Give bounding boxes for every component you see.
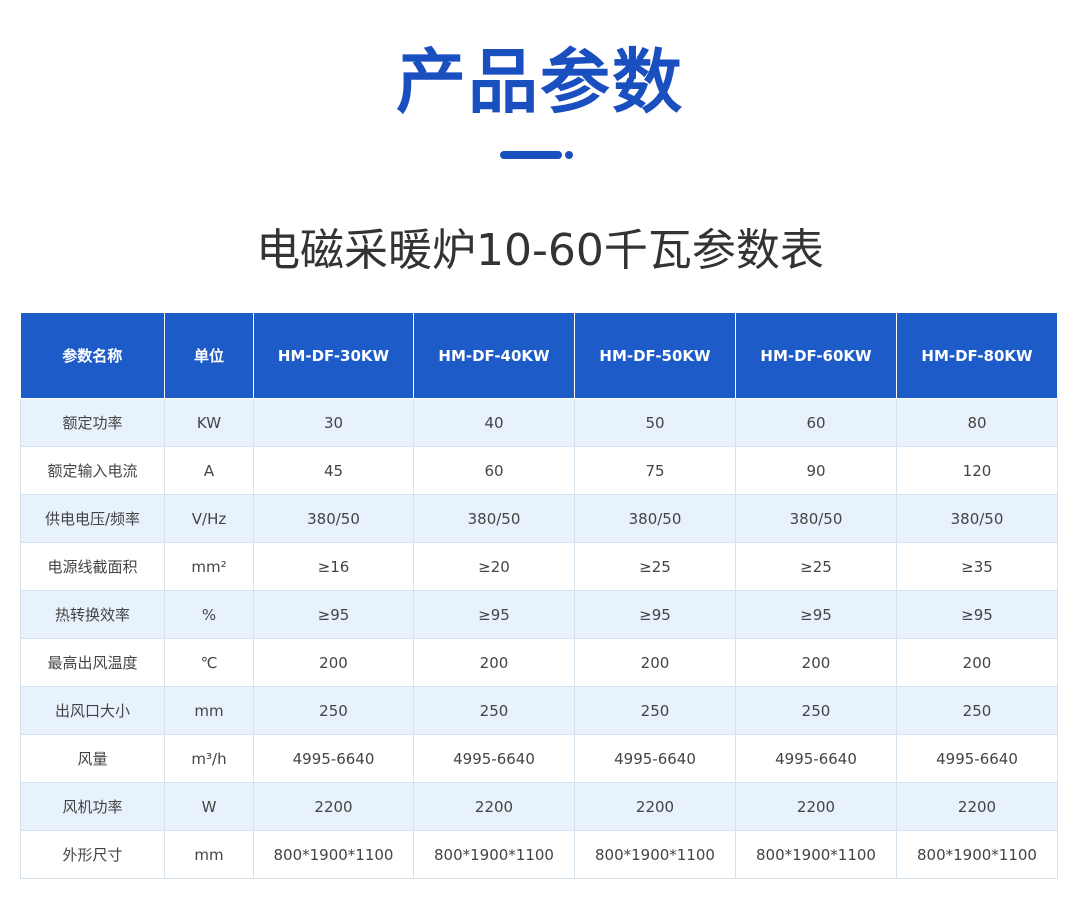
- value-cell: 2200: [253, 782, 414, 831]
- table-row: 风机功率 W 2200 2200 2200 2200 2200: [20, 782, 1058, 831]
- value-cell: 380/50: [253, 494, 414, 543]
- value-cell: 380/50: [735, 494, 897, 543]
- value-cell: 4995-6640: [413, 734, 575, 783]
- page-title: 产品参数: [396, 41, 684, 123]
- value-cell: 800*1900*1100: [574, 830, 736, 879]
- value-cell: 800*1900*1100: [253, 830, 414, 879]
- unit-cell: ℃: [164, 638, 254, 687]
- value-cell: 2200: [735, 782, 897, 831]
- table-title: 电磁采暖炉10-60千瓦参数表: [256, 225, 824, 276]
- value-cell: 60: [413, 446, 575, 495]
- column-header: 单位: [164, 313, 254, 399]
- value-cell: 60: [735, 398, 897, 447]
- value-cell: ≥95: [896, 590, 1058, 639]
- value-cell: 200: [253, 638, 414, 687]
- parameter-name-cell: 额定功率: [20, 398, 165, 447]
- value-cell: 250: [413, 686, 575, 735]
- parameter-name-cell: 外形尺寸: [20, 830, 165, 879]
- column-header: 参数名称: [20, 313, 165, 399]
- unit-cell: mm: [164, 830, 254, 879]
- column-header: HM-DF-60KW: [735, 313, 897, 399]
- table-row: 供电电压/频率 V/Hz 380/50 380/50 380/50 380/50 380/5…: [20, 494, 1058, 543]
- value-cell: 2200: [413, 782, 575, 831]
- value-cell: 250: [896, 686, 1058, 735]
- column-header: HM-DF-30KW: [253, 313, 414, 399]
- value-cell: 30: [253, 398, 414, 447]
- table-row: 额定功率 KW 30 40 50 60 80: [20, 398, 1058, 447]
- parameter-name-cell: 供电电压/频率: [20, 494, 165, 543]
- parameter-name-cell: 风量: [20, 734, 165, 783]
- column-header: HM-DF-40KW: [413, 313, 575, 399]
- table-row: 出风口大小 mm 250 250 250 250 250: [20, 686, 1058, 735]
- value-cell: 4995-6640: [253, 734, 414, 783]
- value-cell: ≥16: [253, 542, 414, 591]
- table-row: 额定输入电流 A 45 60 75 90 120: [20, 446, 1058, 495]
- value-cell: 200: [896, 638, 1058, 687]
- column-header: HM-DF-80KW: [896, 313, 1058, 399]
- value-cell: 4995-6640: [896, 734, 1058, 783]
- table-header-row: 参数名称 单位 HM-DF-30KW HM-DF-40KW HM-DF-50KW HM-D…: [20, 313, 1058, 399]
- value-cell: 800*1900*1100: [735, 830, 897, 879]
- value-cell: 250: [253, 686, 414, 735]
- parameter-name-cell: 最高出风温度: [20, 638, 165, 687]
- value-cell: ≥95: [253, 590, 414, 639]
- parameter-table: 参数名称 单位 HM-DF-30KW HM-DF-40KW HM-DF-50KW HM-D…: [20, 313, 1058, 879]
- value-cell: 2200: [896, 782, 1058, 831]
- value-cell: 40: [413, 398, 575, 447]
- value-cell: ≥25: [574, 542, 736, 591]
- unit-cell: A: [164, 446, 254, 495]
- column-header: HM-DF-50KW: [574, 313, 736, 399]
- value-cell: 2200: [574, 782, 736, 831]
- title-underline: [500, 151, 562, 159]
- table-row: 热转换效率% ≥95 ≥95 ≥95 ≥95 ≥95: [20, 590, 1058, 639]
- value-cell: 120: [896, 446, 1058, 495]
- unit-cell: V/Hz: [164, 494, 254, 543]
- value-cell: 50: [574, 398, 736, 447]
- value-cell: ≥95: [574, 590, 736, 639]
- value-cell: 45: [253, 446, 414, 495]
- value-cell: 200: [413, 638, 575, 687]
- parameter-name-cell: 出风口大小: [20, 686, 165, 735]
- value-cell: 75: [574, 446, 736, 495]
- value-cell: 380/50: [574, 494, 736, 543]
- value-cell: 800*1900*1100: [413, 830, 575, 879]
- value-cell: 800*1900*1100: [896, 830, 1058, 879]
- value-cell: ≥95: [735, 590, 897, 639]
- unit-cell: KW: [164, 398, 254, 447]
- parameter-name-cell: 电源线截面积: [20, 542, 165, 591]
- value-cell: 80: [896, 398, 1058, 447]
- unit-cell: %: [164, 590, 254, 639]
- table-row: 风量 m³/h 4995-6640 4995-6640 4995-6640 4995-66…: [20, 734, 1058, 783]
- title-underline-dot: [565, 151, 573, 159]
- parameter-name-cell: 风机功率: [20, 782, 165, 831]
- unit-cell: mm: [164, 686, 254, 735]
- value-cell: ≥25: [735, 542, 897, 591]
- value-cell: 4995-6640: [735, 734, 897, 783]
- parameter-name-cell: 热转换效率: [20, 590, 165, 639]
- table-row: 电源线截面积 mm² ≥16 ≥20 ≥25 ≥25 ≥35: [20, 542, 1058, 591]
- table-row: 最高出风温度 ℃ 200 200 200 200 200: [20, 638, 1058, 687]
- parameter-name-cell: 额定输入电流: [20, 446, 165, 495]
- unit-cell: m³/h: [164, 734, 254, 783]
- value-cell: 200: [735, 638, 897, 687]
- value-cell: 4995-6640: [574, 734, 736, 783]
- value-cell: ≥95: [413, 590, 575, 639]
- unit-cell: W: [164, 782, 254, 831]
- value-cell: ≥20: [413, 542, 575, 591]
- value-cell: 200: [574, 638, 736, 687]
- table-row: 外形尺寸 mm 800*1900*1100 800*1900*1100 800*1900…: [20, 830, 1058, 879]
- value-cell: 250: [574, 686, 736, 735]
- value-cell: 380/50: [896, 494, 1058, 543]
- value-cell: ≥35: [896, 542, 1058, 591]
- value-cell: 250: [735, 686, 897, 735]
- value-cell: 90: [735, 446, 897, 495]
- value-cell: 380/50: [413, 494, 575, 543]
- unit-cell: mm²: [164, 542, 254, 591]
